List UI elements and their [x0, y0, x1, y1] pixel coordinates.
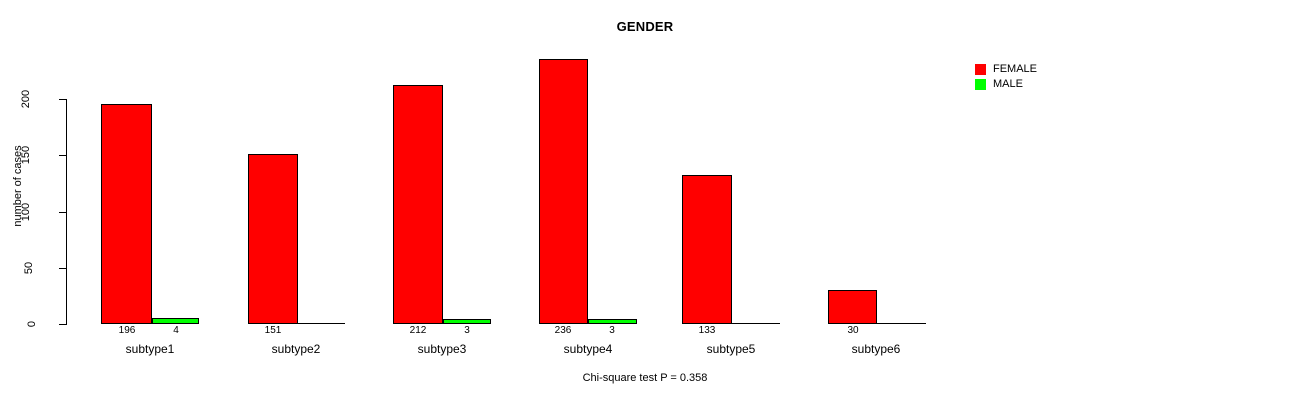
group-label-subtype5: subtype5: [706, 342, 756, 356]
y-axis-line: [66, 99, 67, 324]
bar-value-subtype2-female: 151: [264, 325, 282, 336]
bar-subtype1-male[interactable]: [152, 318, 199, 324]
group-label-subtype1: subtype1: [125, 342, 175, 356]
legend-label-female: FEMALE: [993, 63, 1038, 75]
bar-value-subtype4-female: 236: [554, 325, 572, 336]
bar-value-subtype4-male: 3: [609, 325, 615, 336]
bar-subtype3-male[interactable]: [443, 319, 491, 324]
bar-subtype5-female[interactable]: [682, 175, 732, 324]
bar-subtype3-female[interactable]: [393, 85, 443, 324]
y-axis-tick-100: [59, 212, 67, 213]
y-axis-tick-200: [59, 99, 67, 100]
bar-subtype1-female[interactable]: [101, 104, 152, 324]
legend-label-male: MALE: [993, 78, 1023, 90]
y-axis-tick-50: [59, 268, 67, 269]
chart-title: GENDER: [616, 19, 674, 34]
group-baseline: [828, 323, 926, 324]
legend-item-male: MALE: [975, 77, 1037, 92]
bar-value-subtype3-female: 212: [409, 325, 427, 336]
legend: FEMALE MALE: [975, 62, 1037, 92]
chart-footer-caption: Chi-square test P = 0.358: [582, 372, 708, 384]
group-label-subtype6: subtype6: [851, 342, 901, 356]
bar-subtype2-female[interactable]: [248, 154, 298, 324]
bar-subtype4-female[interactable]: [539, 59, 588, 324]
bar-value-subtype6-female: 30: [847, 325, 859, 336]
bar-value-subtype1-female: 196: [118, 325, 136, 336]
y-axis-tick-150: [59, 155, 67, 156]
bar-value-subtype1-male: 4: [173, 325, 179, 336]
group-label-subtype3: subtype3: [417, 342, 467, 356]
bar-subtype4-male[interactable]: [588, 319, 637, 324]
bar-subtype6-female[interactable]: [828, 290, 877, 324]
legend-swatch-male-icon: [975, 79, 986, 90]
legend-item-female: FEMALE: [975, 62, 1037, 77]
bar-value-subtype3-male: 3: [464, 325, 470, 336]
legend-swatch-female-icon: [975, 64, 986, 75]
bar-value-subtype5-female: 133: [698, 325, 716, 336]
group-label-subtype2: subtype2: [271, 342, 321, 356]
y-axis-tick-0: [59, 324, 67, 325]
group-label-subtype4: subtype4: [563, 342, 613, 356]
